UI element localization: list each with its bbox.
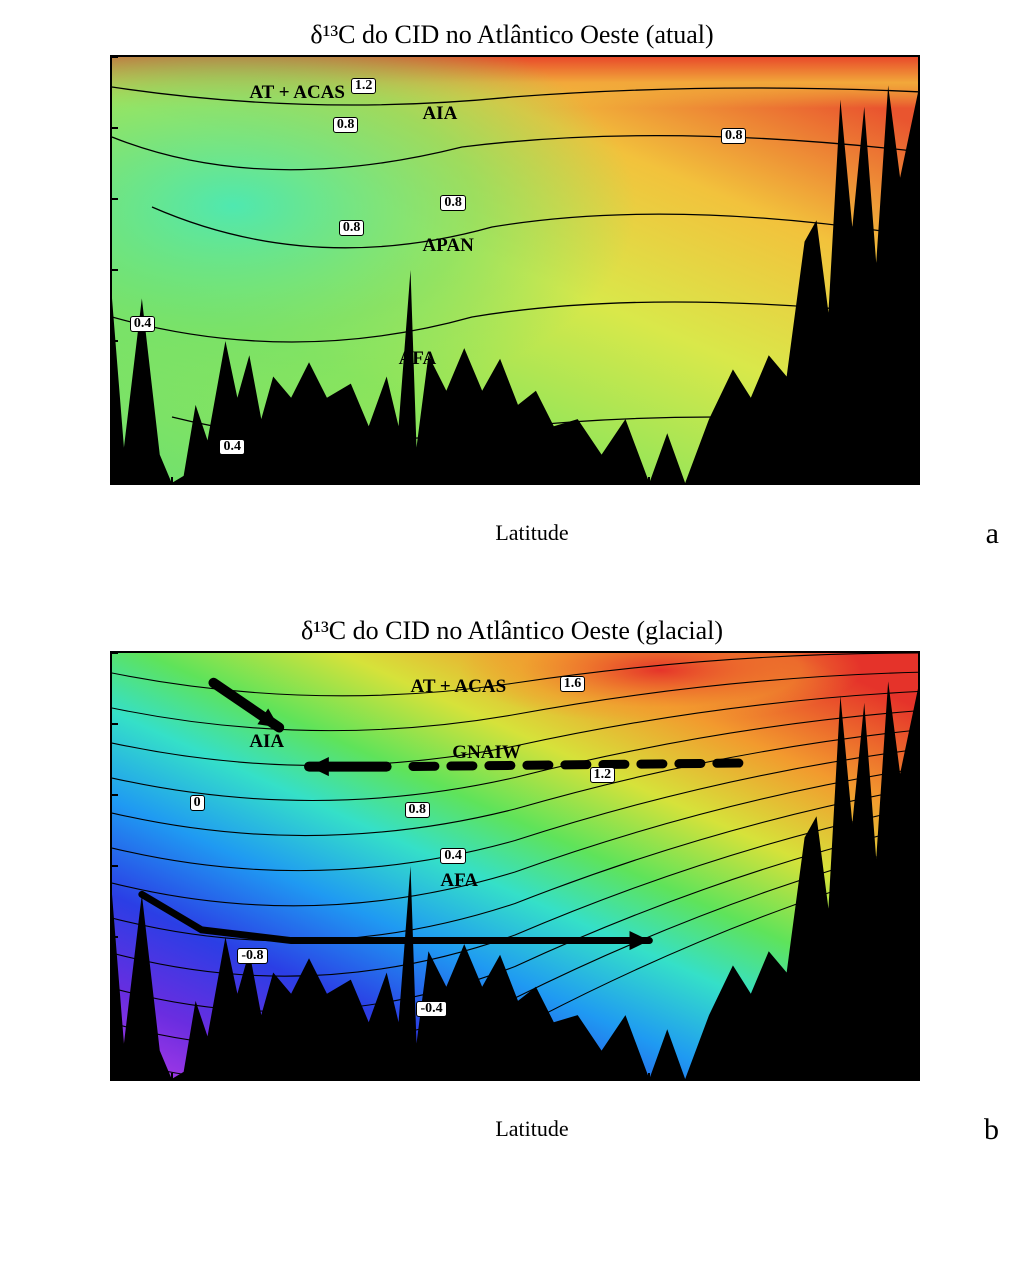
xtick: 70 [878, 483, 898, 485]
xtick: 60 [818, 483, 838, 485]
xtick: -40 [218, 483, 245, 485]
water-mass-label: AT + ACAS [249, 82, 345, 104]
contour-label: 0 [190, 795, 205, 811]
xtick: -10 [397, 483, 424, 485]
figure-a-plotwrap: Profundidade (m) 0-1000-2000-3000-4000-5… [110, 55, 954, 546]
contour-label: 0.4 [440, 848, 466, 864]
xtick: -50 [158, 1079, 185, 1081]
xtick: -30 [278, 1079, 305, 1081]
contour-label: 0.8 [339, 220, 365, 236]
xtick: 30 [639, 1079, 659, 1081]
figure-a-panel-label: a [986, 517, 999, 551]
xtick: 10 [520, 483, 540, 485]
xtick: 20 [580, 1079, 600, 1081]
xtick: 10 [520, 1079, 540, 1081]
figure-a-plot: 0-1000-2000-3000-4000-5000-6000-60-50-40… [110, 55, 920, 485]
figure-a-xlabel: Latitude [110, 520, 954, 546]
xtick: -20 [337, 1079, 364, 1081]
contour-label: 0.8 [333, 117, 359, 133]
contour-label: 1.2 [351, 78, 377, 94]
contour-label: 1.6 [560, 676, 586, 692]
xtick: 0 [465, 1079, 475, 1081]
xtick: -30 [278, 483, 305, 485]
figure-b-panel-label: b [984, 1113, 999, 1147]
contour-label: 0.8 [721, 128, 747, 144]
xtick: 50 [759, 1079, 779, 1081]
xtick: -60 [110, 1079, 125, 1081]
contour-label: 0.4 [130, 316, 156, 332]
contour-label: 1.2 [590, 767, 616, 783]
water-mass-label: AIA [422, 103, 457, 125]
figure-b: δ¹³C do CID no Atlântico Oeste (glacial)… [10, 616, 1014, 1142]
contour-label: 0.4 [219, 439, 245, 455]
xtick: -20 [337, 483, 364, 485]
water-mass-label: AT + ACAS [411, 676, 507, 698]
xtick: -40 [218, 1079, 245, 1081]
figure-a: δ¹³C do CID no Atlântico Oeste (atual) P… [10, 20, 1014, 546]
figure-b-plot: 0-1000-2000-3000-4000-5000-6000-60-50-40… [110, 651, 920, 1081]
xtick: -10 [397, 1079, 424, 1081]
figure-b-xlabel: Latitude [110, 1116, 954, 1142]
xtick: 20 [580, 483, 600, 485]
xtick: 30 [639, 483, 659, 485]
figure-a-title: δ¹³C do CID no Atlântico Oeste (atual) [10, 20, 1014, 50]
xtick: 40 [699, 1079, 719, 1081]
xtick: 0 [465, 483, 475, 485]
figure-b-plotwrap: Profundidade (m) 0-1000-2000-3000-4000-5… [110, 651, 954, 1142]
water-mass-label: AFA [399, 348, 437, 370]
water-mass-label: GNAIW [452, 742, 521, 764]
xtick: -60 [110, 483, 125, 485]
contour-label: -0.8 [237, 948, 267, 964]
xtick: 40 [699, 483, 719, 485]
contour-label: 0.8 [440, 195, 466, 211]
xtick: 60 [818, 1079, 838, 1081]
contour-label: 0.8 [405, 802, 431, 818]
water-mass-label: AFA [440, 870, 478, 892]
water-mass-label: APAN [422, 235, 473, 257]
xtick: 50 [759, 483, 779, 485]
xtick: -50 [158, 483, 185, 485]
xtick: 70 [878, 1079, 898, 1081]
water-mass-label: AIA [249, 731, 284, 753]
figure-b-title: δ¹³C do CID no Atlântico Oeste (glacial) [10, 616, 1014, 646]
contour-label: -0.4 [416, 1001, 446, 1017]
